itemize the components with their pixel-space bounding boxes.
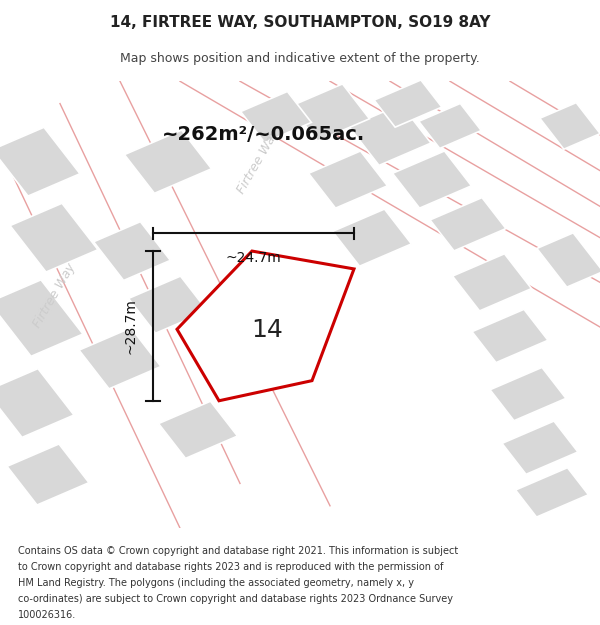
Polygon shape — [515, 468, 589, 517]
Polygon shape — [472, 309, 548, 362]
Polygon shape — [7, 444, 89, 505]
Polygon shape — [0, 127, 80, 196]
Polygon shape — [94, 222, 170, 281]
Text: 14: 14 — [251, 318, 283, 342]
Polygon shape — [374, 80, 442, 128]
Polygon shape — [290, 84, 370, 141]
Text: ~28.7m: ~28.7m — [124, 298, 138, 354]
Polygon shape — [540, 102, 600, 149]
Polygon shape — [158, 401, 238, 458]
Polygon shape — [177, 251, 354, 401]
Text: to Crown copyright and database rights 2023 and is reproduced with the permissio: to Crown copyright and database rights 2… — [18, 561, 443, 571]
Text: ~262m²/~0.065ac.: ~262m²/~0.065ac. — [163, 126, 365, 144]
Polygon shape — [124, 130, 212, 193]
Polygon shape — [241, 91, 311, 142]
Polygon shape — [452, 254, 532, 311]
Text: Map shows position and indicative extent of the property.: Map shows position and indicative extent… — [120, 52, 480, 65]
Polygon shape — [419, 104, 481, 148]
Polygon shape — [537, 233, 600, 287]
Polygon shape — [79, 328, 161, 389]
Text: HM Land Registry. The polygons (including the associated geometry, namely x, y: HM Land Registry. The polygons (includin… — [18, 578, 414, 587]
Polygon shape — [349, 104, 431, 166]
Polygon shape — [430, 198, 506, 251]
Text: 14, FIRTREE WAY, SOUTHAMPTON, SO19 8AY: 14, FIRTREE WAY, SOUTHAMPTON, SO19 8AY — [110, 15, 490, 30]
Text: 100026316.: 100026316. — [18, 609, 76, 619]
Polygon shape — [308, 151, 388, 208]
Polygon shape — [332, 209, 412, 266]
Text: Firtree Way: Firtree Way — [31, 261, 77, 330]
Polygon shape — [392, 151, 472, 208]
Text: co-ordinates) are subject to Crown copyright and database rights 2023 Ordnance S: co-ordinates) are subject to Crown copyr… — [18, 594, 453, 604]
Polygon shape — [10, 203, 98, 272]
Polygon shape — [128, 276, 208, 333]
Polygon shape — [490, 368, 566, 421]
Text: Contains OS data © Crown copyright and database right 2021. This information is : Contains OS data © Crown copyright and d… — [18, 546, 458, 556]
Polygon shape — [502, 421, 578, 474]
Polygon shape — [0, 280, 83, 356]
Text: ~24.7m: ~24.7m — [226, 251, 281, 265]
Text: Firtree Way: Firtree Way — [235, 127, 281, 196]
Polygon shape — [0, 369, 74, 438]
